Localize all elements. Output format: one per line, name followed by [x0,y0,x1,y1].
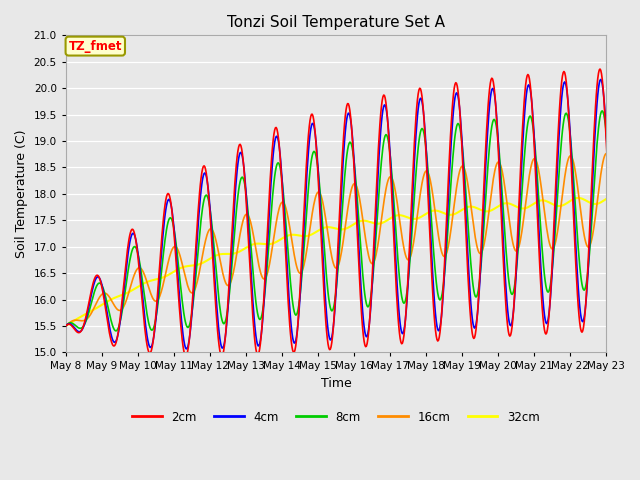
X-axis label: Time: Time [321,377,351,390]
Text: TZ_fmet: TZ_fmet [68,40,122,53]
Y-axis label: Soil Temperature (C): Soil Temperature (C) [15,130,28,258]
Legend: 2cm, 4cm, 8cm, 16cm, 32cm: 2cm, 4cm, 8cm, 16cm, 32cm [127,406,544,428]
Title: Tonzi Soil Temperature Set A: Tonzi Soil Temperature Set A [227,15,445,30]
